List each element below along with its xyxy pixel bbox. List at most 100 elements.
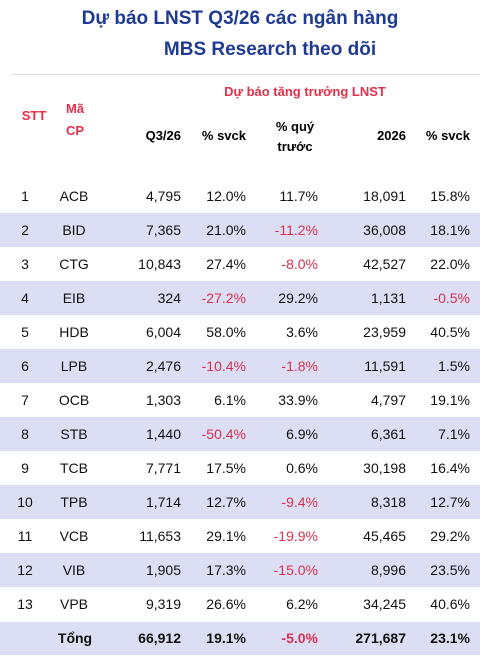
code-cell: VIB xyxy=(62,562,86,578)
stt-cell: 2 xyxy=(21,222,29,238)
value-cell: 40.5% xyxy=(430,324,470,340)
value-cell: 15.8% xyxy=(430,188,470,204)
value-cell: 7,365 xyxy=(145,222,181,238)
stt-cell: 5 xyxy=(21,324,29,340)
value-cell: 1,714 xyxy=(145,494,181,510)
value-cell: 10,843 xyxy=(138,256,181,272)
value-cell: 1,440 xyxy=(145,426,181,442)
value-cell: -27.2% xyxy=(201,290,246,306)
value-cell: 7.1% xyxy=(438,426,470,442)
header-cell: Q3/26 xyxy=(145,128,181,143)
value-cell: 58.0% xyxy=(206,324,246,340)
value-cell: 26.6% xyxy=(206,596,246,612)
value-cell: 17.5% xyxy=(206,460,246,476)
value-cell: 8,996 xyxy=(370,562,406,578)
table-row: 11 VCB 11,653 29.1% -19.9% 45,465 29.2% xyxy=(0,519,480,553)
value-cell: 4,797 xyxy=(370,392,406,408)
value-cell: -50.4% xyxy=(201,426,246,442)
header-cell: % quý trước xyxy=(275,119,315,154)
value-cell: 29.2% xyxy=(430,528,470,544)
stt-cell: 3 xyxy=(21,256,29,272)
total-value: 19.1% xyxy=(206,630,246,646)
value-cell: 22.0% xyxy=(430,256,470,272)
stt-cell: 7 xyxy=(21,392,29,408)
total-value: 271,687 xyxy=(355,630,406,646)
header-cell: Dự báo tăng trưởng LNST xyxy=(224,84,386,99)
value-cell: 16.4% xyxy=(430,460,470,476)
value-cell: 18,091 xyxy=(363,188,406,204)
value-cell: 1,303 xyxy=(145,392,181,408)
code-cell: BID xyxy=(62,222,86,238)
value-cell: 6.1% xyxy=(214,392,246,408)
table-row: 5 HDB 6,004 58.0% 3.6% 23,959 40.5% xyxy=(0,315,480,349)
total-value: -5.0% xyxy=(281,630,318,646)
header-cell: STT xyxy=(21,108,47,123)
value-cell: 324 xyxy=(157,290,181,306)
header-cell: % svck xyxy=(425,128,470,143)
header-cell: Mã CP xyxy=(66,101,85,138)
value-cell: 21.0% xyxy=(206,222,246,238)
value-cell: -11.2% xyxy=(274,222,318,238)
value-cell: 27.4% xyxy=(206,256,246,272)
stt-cell: 13 xyxy=(17,596,33,612)
code-cell: TPB xyxy=(60,494,88,510)
table-row: 12 VIB 1,905 17.3% -15.0% 8,996 23.5% xyxy=(0,553,480,587)
value-cell: 6.2% xyxy=(286,596,318,612)
header-cell: % svck xyxy=(201,128,246,143)
stt-cell: 4 xyxy=(21,290,29,306)
code-cell: HDB xyxy=(59,324,89,340)
value-cell: -1.8% xyxy=(281,358,318,374)
table-row: 9 TCB 7,771 17.5% 0.6% 30,198 16.4% xyxy=(0,451,480,485)
value-cell: 11.7% xyxy=(279,188,318,204)
value-cell: 23.5% xyxy=(430,562,470,578)
value-cell: 18.1% xyxy=(430,222,470,238)
value-cell: 33.9% xyxy=(278,392,318,408)
value-cell: 4,795 xyxy=(145,188,181,204)
code-cell: LPB xyxy=(60,358,88,374)
value-cell: 40.6% xyxy=(430,596,470,612)
separator xyxy=(12,74,480,75)
table-row: 1 ACB 4,795 12.0% 11.7% 18,091 15.8% xyxy=(0,179,480,213)
stt-cell: 10 xyxy=(17,494,33,510)
value-cell: 1,131 xyxy=(370,290,406,306)
value-cell: 9,319 xyxy=(145,596,181,612)
total-value: 66,912 xyxy=(138,630,181,646)
table-row: 10 TPB 1,714 12.7% -9.4% 8,318 12.7% xyxy=(0,485,480,519)
value-cell: 7,771 xyxy=(145,460,181,476)
total-value: 23.1% xyxy=(430,630,470,646)
table-row: 3 CTG 10,843 27.4% -8.0% 42,527 22.0% xyxy=(0,247,480,281)
value-cell: 19.1% xyxy=(430,392,470,408)
value-cell: 17.3% xyxy=(206,562,246,578)
code-cell: OCB xyxy=(58,392,90,408)
value-cell: -10.4% xyxy=(201,358,246,374)
value-cell: 6.9% xyxy=(286,426,318,442)
value-cell: 12.7% xyxy=(430,494,470,510)
value-cell: 30,198 xyxy=(363,460,406,476)
value-cell: 1.5% xyxy=(438,358,470,374)
value-cell: 6,361 xyxy=(370,426,406,442)
value-cell: 11,591 xyxy=(364,358,406,374)
stt-cell: 9 xyxy=(21,460,29,476)
code-cell: VCB xyxy=(59,528,89,544)
value-cell: 34,245 xyxy=(363,596,406,612)
value-cell: 36,008 xyxy=(363,222,406,238)
value-cell: -9.4% xyxy=(281,494,318,510)
code-cell: EIB xyxy=(62,290,86,306)
value-cell: 2,476 xyxy=(145,358,181,374)
stt-cell: 11 xyxy=(17,528,33,544)
stt-cell: 8 xyxy=(21,426,29,442)
value-cell: 8,318 xyxy=(370,494,406,510)
value-cell: -8.0% xyxy=(281,256,318,272)
value-cell: 23,959 xyxy=(363,324,406,340)
code-cell: CTG xyxy=(59,256,89,272)
title: MBS Research theo dõi xyxy=(163,39,377,60)
value-cell: 11,653 xyxy=(139,528,181,544)
code-cell: VPB xyxy=(59,596,88,612)
value-cell: 29.2% xyxy=(278,290,318,306)
title: Dự báo LNST Q3/26 các ngân hàng xyxy=(81,8,399,29)
stt-cell: 6 xyxy=(21,358,29,374)
value-cell: -15.0% xyxy=(273,562,318,578)
value-cell: 0.6% xyxy=(286,460,318,476)
stt-cell: 12 xyxy=(17,562,33,578)
